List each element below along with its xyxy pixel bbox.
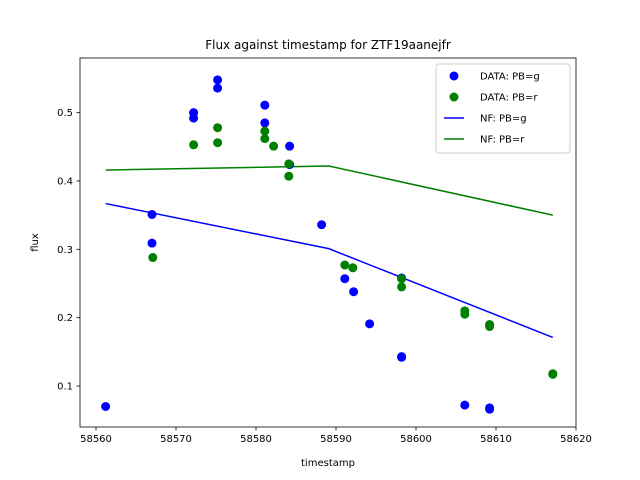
x-axis: 58560 58570 58580 58590 58600 58610 58620 — [80, 427, 592, 445]
x-tick-label: 58570 — [160, 434, 192, 445]
data-point-data-pb-r — [348, 263, 358, 273]
series-line-nf-pb-g — [105, 202, 554, 339]
data-point-data-pb-g — [147, 209, 157, 219]
data-point-data-pb-g — [285, 141, 295, 151]
x-tick-label: 58560 — [80, 434, 112, 445]
data-point-data-pb-r — [213, 123, 223, 133]
y-tick-label: 0.3 — [57, 245, 73, 256]
data-point-data-pb-r — [284, 171, 294, 181]
data-point-data-pb-g — [213, 75, 223, 85]
data-point-data-pb-r — [148, 253, 158, 263]
y-tick-label: 0.4 — [57, 177, 73, 188]
series-points — [101, 75, 558, 414]
data-point-data-pb-g — [260, 100, 270, 110]
data-point-data-pb-r — [284, 159, 294, 169]
legend-swatch-data-pb-g — [449, 71, 459, 81]
data-point-data-pb-g — [213, 83, 223, 93]
x-tick-label: 58600 — [400, 434, 432, 445]
data-point-data-pb-r — [485, 322, 495, 332]
y-axis-label: flux — [30, 233, 41, 252]
y-axis: 0.1 0.2 0.3 0.4 0.5 — [57, 108, 80, 393]
data-point-data-pb-g — [189, 113, 199, 123]
legend-label-data-pb-r: DATA: PB=r — [480, 93, 538, 104]
plot-frame — [79, 57, 577, 428]
legend: DATA: PB=g DATA: PB=r NF: PB=g NF: PB=r — [435, 63, 571, 154]
data-point-data-pb-g — [260, 118, 270, 128]
data-point-data-pb-r — [460, 309, 470, 319]
data-point-data-pb-g — [147, 238, 157, 248]
x-tick-label: 58580 — [240, 434, 272, 445]
legend-label-data-pb-g: DATA: PB=g — [480, 72, 540, 83]
data-point-data-pb-r — [213, 138, 223, 148]
legend-label-nf-pb-r: NF: PB=r — [480, 135, 525, 146]
data-point-data-pb-r — [189, 140, 199, 150]
legend-swatch-data-pb-r — [449, 92, 459, 102]
data-point-data-pb-r — [548, 369, 558, 379]
x-tick-label: 58590 — [320, 434, 352, 445]
data-point-data-pb-r — [260, 134, 270, 144]
data-point-data-pb-g — [349, 287, 359, 297]
data-point-data-pb-g — [101, 402, 111, 411]
y-tick-label: 0.2 — [57, 313, 73, 324]
data-point-data-pb-g — [317, 220, 327, 230]
data-point-data-pb-g — [460, 400, 470, 410]
x-tick-label: 58610 — [480, 434, 512, 445]
data-point-data-pb-g — [340, 274, 350, 284]
data-point-data-pb-g — [485, 404, 495, 414]
x-tick-label: 58620 — [560, 434, 592, 445]
chart-title: Flux against timestamp for ZTF19aanejfr — [205, 38, 451, 52]
y-tick-label: 0.1 — [57, 382, 73, 393]
series-line-nf-pb-r — [105, 165, 553, 216]
series-lines — [105, 165, 554, 339]
x-axis-label: timestamp — [301, 458, 355, 469]
data-point-data-pb-r — [397, 274, 407, 284]
data-point-data-pb-r — [260, 126, 270, 136]
legend-label-nf-pb-g: NF: PB=g — [480, 114, 527, 125]
data-point-data-pb-g — [397, 352, 407, 362]
data-point-data-pb-g — [365, 319, 375, 329]
y-tick-label: 0.5 — [57, 108, 73, 119]
data-point-data-pb-r — [340, 260, 350, 270]
data-point-data-pb-r — [269, 141, 279, 151]
legend-frame — [435, 63, 571, 154]
data-point-data-pb-r — [397, 282, 407, 292]
